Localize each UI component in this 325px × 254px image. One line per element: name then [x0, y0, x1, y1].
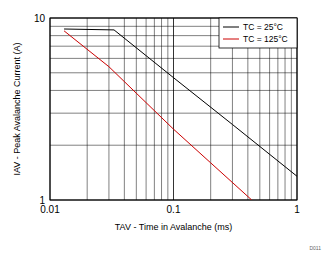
- minor-grid-x: [136, 18, 137, 200]
- minor-grid-x: [87, 18, 88, 200]
- legend-label: TC = 25°C: [243, 22, 283, 32]
- minor-grid-x: [161, 18, 162, 200]
- minor-grid-x: [108, 18, 109, 200]
- y-axis-label: IAV - Peak Avalanche Current (A): [12, 42, 22, 175]
- x-tick-label: 0.1: [167, 204, 181, 215]
- frame: [50, 18, 297, 200]
- legend-swatch: [223, 27, 239, 28]
- minor-grid-x: [167, 18, 168, 200]
- minor-grid-x: [124, 18, 125, 200]
- y-tick-label: 1: [39, 195, 45, 206]
- x-axis-label: TAV - Time in Avalanche (ms): [115, 222, 233, 232]
- y-tick-label: 10: [34, 13, 46, 24]
- series-line: [64, 29, 297, 176]
- legend: TC = 25°C TC = 125°C: [219, 18, 297, 48]
- series-line: [64, 31, 252, 200]
- grid-x: [173, 18, 174, 200]
- legend-label: TC = 125°C: [243, 34, 288, 44]
- legend-box: [219, 18, 297, 48]
- legend-swatch: [223, 39, 239, 40]
- minor-grid-x: [146, 18, 147, 200]
- series-group: [64, 29, 297, 200]
- minor-grid-x: [210, 18, 211, 200]
- annotation: D011: [309, 245, 321, 251]
- grid: [50, 18, 297, 200]
- minor-grid-x: [154, 18, 155, 200]
- chart: 0.010.11110TAV - Time in Avalanche (ms)I…: [0, 0, 325, 254]
- x-tick-label: 1: [294, 204, 300, 215]
